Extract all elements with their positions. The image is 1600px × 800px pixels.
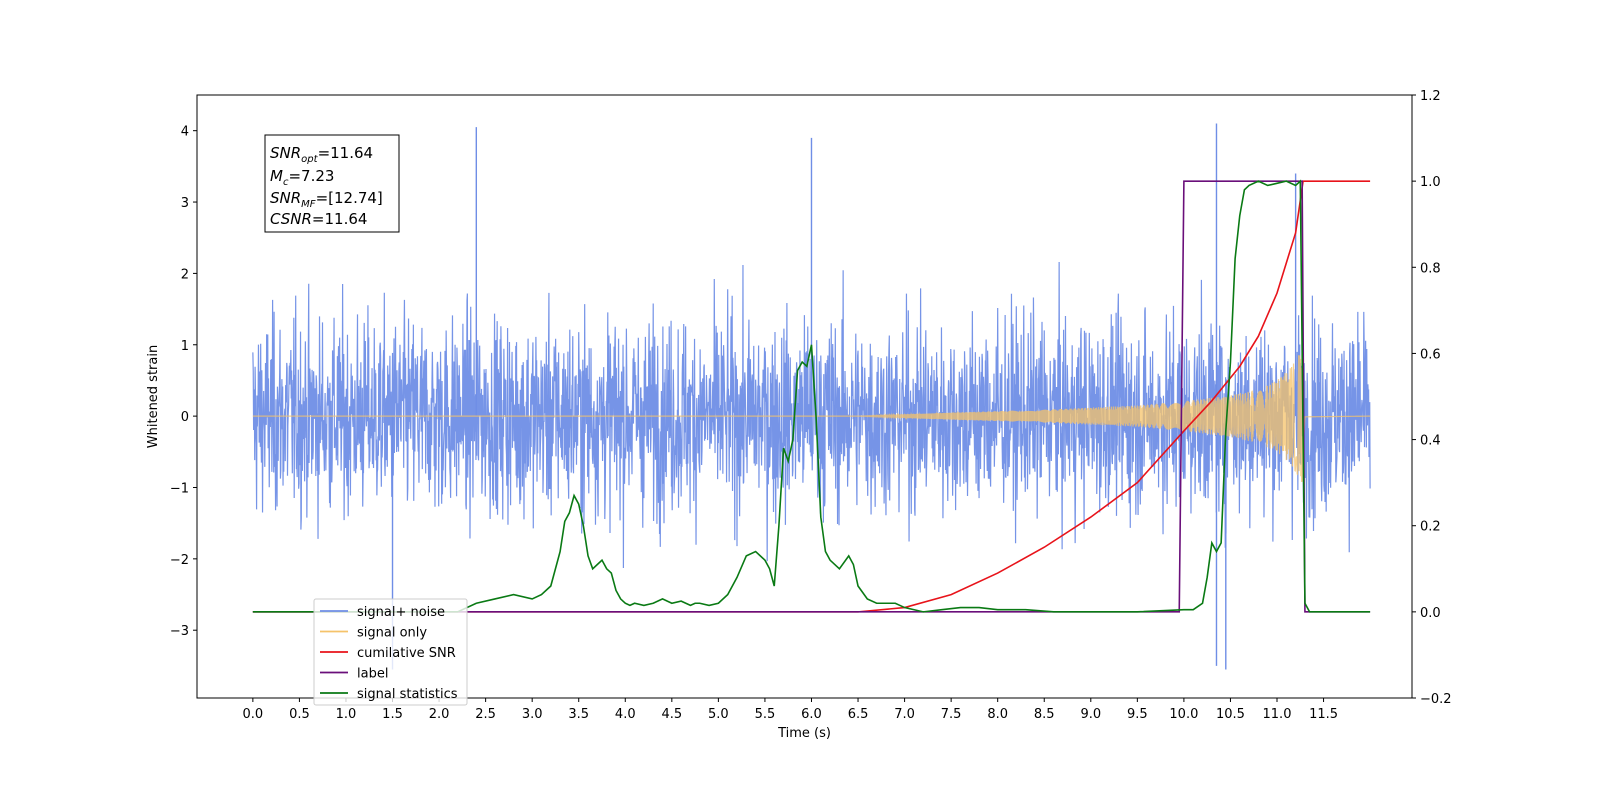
stats-box-border: [264, 134, 400, 233]
x-tick-label: 8.5: [1034, 707, 1055, 722]
y-tick-label-left: −3: [170, 624, 189, 639]
axis-ticks: 0.0 0.5 1.0 1.5 2.0 2.5 3.0 3.5 4.0 4.5 5.0 5.5 6.0 6…: [170, 89, 1452, 722]
y-tick-label-right: 0.4: [1420, 434, 1441, 449]
x-tick-label: 6.0: [801, 707, 822, 722]
axes-frame: [196, 94, 1413, 699]
legend-label: signal statistics: [357, 687, 458, 702]
x-tick-label: 1.5: [382, 707, 403, 722]
y-tick-label-left: 4: [181, 125, 189, 140]
x-tick-label: 7.5: [941, 707, 962, 722]
x-tick-label: 5.0: [708, 707, 729, 722]
x-tick-label: 0.5: [289, 707, 310, 722]
x-tick-label: 10.0: [1169, 707, 1198, 722]
snr-mf-sub: MF: [301, 199, 316, 210]
snr-opt-value: =11.64: [318, 144, 374, 162]
x-tick-label: 4.0: [615, 707, 636, 722]
y-tick-label-left: 0: [181, 410, 189, 425]
mc-sub: c: [283, 177, 289, 188]
snr-opt-base: SNR: [270, 144, 301, 162]
x-tick-label: 2.5: [475, 707, 496, 722]
series-signal-statistics: [252, 179, 1371, 613]
csnr-value: =11.64: [312, 210, 368, 228]
x-tick-label: 0.0: [243, 707, 264, 722]
y-axis-label-left: Whitened strain: [146, 345, 161, 448]
csnr-base: CSNR: [270, 210, 312, 228]
x-tick-label: 6.5: [848, 707, 869, 722]
stats-annotation-box: SNRopt=11.64 Mc=7.23 SNRMF=[12.74] CSNR=…: [264, 134, 400, 233]
y-tick-label-left: 3: [181, 196, 189, 211]
x-tick-label: 1.0: [336, 707, 357, 722]
y-tick-label-right: 0.2: [1420, 520, 1441, 535]
x-tick-label: 9.0: [1080, 707, 1101, 722]
snr-mf-value: =[12.74]: [316, 189, 383, 207]
y-tick-label-left: −2: [170, 553, 189, 568]
series-cumilative-snr: [252, 180, 1371, 613]
y-tick-label-left: −1: [170, 481, 189, 496]
mc-base: M: [270, 167, 283, 185]
legend-label: label: [357, 667, 388, 682]
y-tick-label-left: 2: [181, 267, 189, 282]
y-tick-label-right: 0.0: [1420, 606, 1441, 621]
y-tick-label-right: 0.8: [1420, 261, 1441, 276]
csnr-text: CSNR=11.64: [270, 210, 367, 228]
y-tick-label-left: 1: [181, 339, 189, 354]
y-tick-label-right: 0.6: [1420, 347, 1441, 362]
snr-opt-sub: opt: [301, 154, 318, 165]
legend-label: signal only: [357, 626, 427, 641]
x-axis-label: Time (s): [777, 726, 831, 741]
x-tick-label: 11.0: [1263, 707, 1292, 722]
x-tick-label: 3.0: [522, 707, 543, 722]
mc-value: =7.23: [288, 167, 334, 185]
x-tick-label: 10.5: [1216, 707, 1245, 722]
y-tick-label-right: 1.0: [1420, 175, 1441, 190]
x-tick-label: 5.5: [755, 707, 776, 722]
legend-box: [313, 598, 468, 706]
y-tick-label-right: 1.2: [1420, 89, 1441, 104]
x-tick-label: 11.5: [1309, 707, 1338, 722]
x-tick-label: 2.0: [429, 707, 450, 722]
x-tick-label: 7.0: [894, 707, 915, 722]
snr-mf-base: SNR: [270, 189, 301, 207]
plot-area: [252, 123, 1371, 670]
x-tick-label: 8.0: [987, 707, 1008, 722]
x-tick-label: 4.5: [661, 707, 682, 722]
snr-opt-text: SNRopt=11.64: [270, 144, 373, 165]
y-tick-label-right: −0.2: [1420, 692, 1452, 707]
legend-label: cumilative SNR: [357, 646, 456, 661]
x-tick-label: 9.5: [1127, 707, 1148, 722]
legend-label: signal+ noise: [357, 605, 445, 620]
mc-text: Mc=7.23: [270, 167, 334, 188]
snr-mf-text: SNRMF=[12.74]: [270, 189, 383, 210]
series-signal-only: [252, 355, 1371, 483]
x-tick-label: 3.5: [568, 707, 589, 722]
legend: signal+ noise signal only cumilative SNR la…: [313, 598, 468, 706]
